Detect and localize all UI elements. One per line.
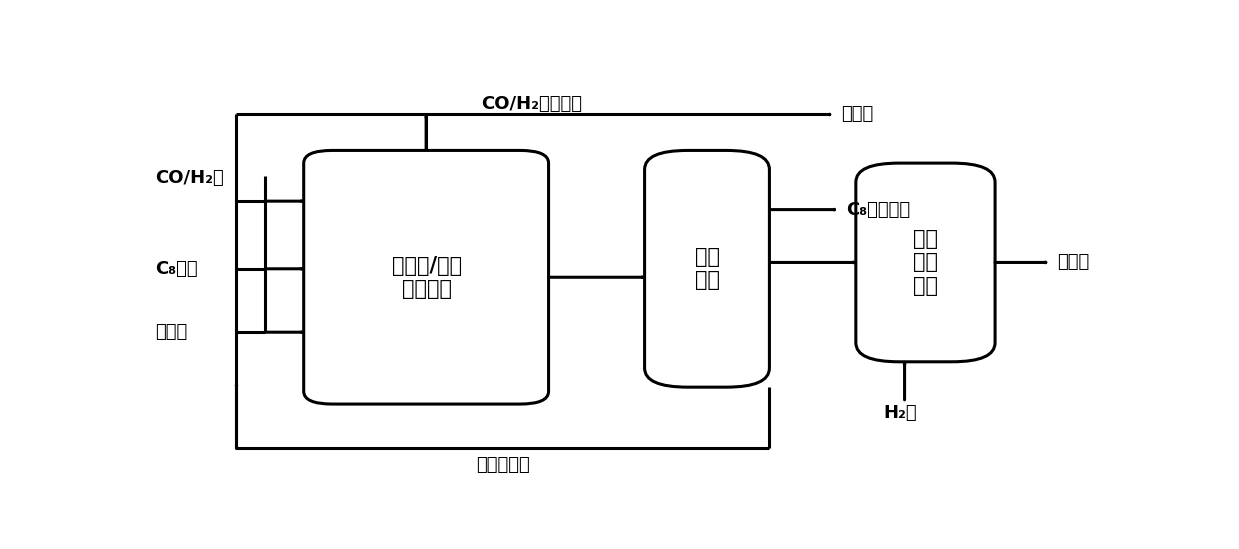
FancyBboxPatch shape <box>304 150 549 404</box>
Text: H₂气: H₂气 <box>883 404 917 422</box>
Text: 却化剂: 却化剂 <box>155 323 187 341</box>
Text: 异王醇: 异王醇 <box>1057 254 1090 271</box>
FancyBboxPatch shape <box>644 150 769 387</box>
Text: 燃料气: 燃料气 <box>841 105 873 124</box>
Text: 分离
单元: 分离 单元 <box>695 247 720 290</box>
Text: CO/H₂气: CO/H₂气 <box>155 169 223 187</box>
Text: 羼基化/加氢
反应单元: 羼基化/加氢 反应单元 <box>392 256 462 299</box>
Text: CO/H₂气体循环: CO/H₂气体循环 <box>481 95 582 113</box>
FancyBboxPatch shape <box>856 163 995 362</box>
Text: C₈汽油组分: C₈汽油组分 <box>846 200 911 219</box>
Text: 却化剂循环: 却化剂循环 <box>476 456 530 474</box>
Text: C₈烯烃: C₈烯烃 <box>155 260 197 278</box>
Text: 加氢
精制
单元: 加氢 精制 单元 <box>913 229 938 296</box>
